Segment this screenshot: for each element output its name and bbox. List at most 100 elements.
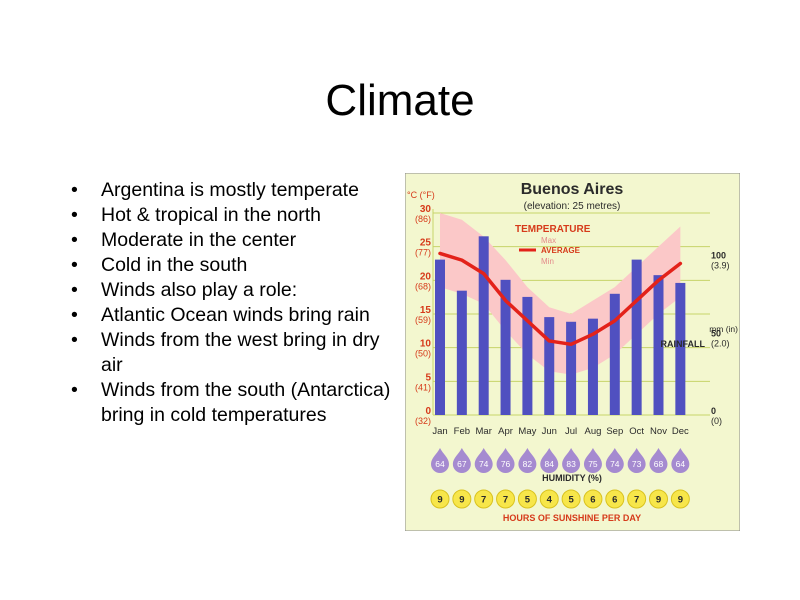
humidity-value: 82 [523,459,533,469]
rainfall-tick-inches: (3.9) [711,261,730,271]
rainfall-axis-ticks: 100(3.9) 50(2.0) 0(0) [711,251,730,426]
bullet-item: Moderate in the center [68,228,398,253]
humidity-value: 64 [435,459,445,469]
chart-subtitle: (elevation: 25 metres) [524,201,621,212]
humidity-label: HUMIDITY (%) [542,473,602,483]
temperature-tick-fahrenheit: (86) [415,214,431,224]
temperature-axis-ticks: 30(86) 25(77) 20(68) 15(59) 10(50) 5(41) 0(32) [415,204,431,426]
sunshine-value: 9 [437,495,442,506]
climate-chart: Buenos Aires (elevation: 25 metres) °C (… [405,173,740,531]
bullet-item: Winds also play a role: [68,278,398,303]
rainfall-bar [456,290,467,415]
temperature-range-band [440,213,681,375]
rainfall-bar [653,275,664,415]
humidity-value: 67 [457,459,467,469]
slide-title: Climate [325,76,475,125]
temperature-axis-label: °C (°F) [407,190,435,200]
legend-max: Max [541,236,556,245]
bullet-item: Atlantic Ocean winds bring rain [68,303,398,328]
temperature-tick-fahrenheit: (41) [415,382,431,392]
bullet-item: Argentina is mostly temperate [68,178,398,203]
temperature-tick-celsius: 5 [425,372,431,383]
temperature-tick-fahrenheit: (32) [415,416,431,426]
humidity-drop-icon [649,448,668,473]
rainfall-label: RAINFALL [661,339,706,349]
sun-icon [605,489,625,509]
humidity-drop-icon [562,448,581,473]
humidity-value: 64 [676,459,686,469]
month-label: Apr [498,426,513,437]
rainfall-bar [478,236,489,415]
sunshine-value: 5 [568,495,574,506]
sun-icon [474,489,494,509]
humidity-value: 73 [632,459,642,469]
month-label: Mar [476,426,492,437]
humidity-drop-icon [431,448,449,473]
temperature-legend-title: TEMPERATURE [515,224,591,235]
sunshine-value: 5 [525,495,531,506]
rainfall-bars [435,236,686,415]
month-labels: Jan Feb Mar Apr May Jun Jul Aug Sep Oct Nov Dec [432,426,689,437]
sun-icon [430,489,450,509]
sunshine-value: 7 [481,495,486,506]
rainfall-bar [500,279,511,415]
sunshine-value: 9 [656,495,661,506]
temperature-tick-fahrenheit: (59) [415,315,431,325]
bullet-item: Winds from the south (Antarctica) bring … [68,378,398,428]
humidity-drop-icon [605,448,624,473]
sunshine-value: 9 [459,495,464,506]
month-label: Oct [629,426,644,437]
rainfall-tick-mm: 0 [711,406,716,416]
rainfall-axis-label: mm (in) [709,324,738,334]
humidity-drop-icon [583,448,602,473]
month-label: Aug [584,426,601,437]
bullet-item: Winds from the west bring in dry air [68,328,398,378]
sunshine-value: 6 [590,495,595,506]
sun-icon [561,489,581,509]
rainfall-bar [566,321,577,415]
humidity-value: 74 [479,459,489,469]
humidity-value: 74 [610,459,620,469]
sun-icon [627,489,647,509]
bullet-item: Hot & tropical in the north [68,203,398,228]
humidity-value: 75 [588,459,598,469]
humidity-value: 84 [545,459,555,469]
rainfall-bar [587,318,598,415]
bullet-list: Argentina is mostly temperate Hot & trop… [68,178,398,428]
sunshine-value: 7 [634,495,639,506]
month-label: Jul [565,426,577,437]
average-temperature-line [438,251,683,347]
sun-icon [583,489,603,509]
rainfall-tick-inches: (2.0) [711,338,730,348]
rainfall-bar [609,293,620,415]
legend-average: AVERAGE [541,246,581,255]
month-label: Feb [454,426,470,437]
temperature-tick-celsius: 25 [420,238,432,249]
month-label: Nov [650,426,667,437]
bullet-item: Cold in the south [68,253,398,278]
month-label: May [518,426,536,437]
rainfall-bar [544,317,555,415]
temperature-tick-celsius: 20 [420,271,432,282]
rainfall-bar [631,259,642,415]
sun-icon [496,489,516,509]
sun-icon [517,489,537,509]
rainfall-tick-mm: 50 [711,328,721,338]
humidity-drop-icon [452,448,471,473]
month-label: Sep [606,426,623,437]
sunshine-value: 7 [503,495,508,506]
rainfall-tick-inches: (0) [711,416,722,426]
temperature-tick-celsius: 15 [420,305,432,316]
humidity-value: 68 [654,459,664,469]
humidity-drop-icon [474,448,493,474]
chart-title: Buenos Aires [521,181,624,198]
humidity-row: 64 67 74 76 82 84 83 75 74 73 68 64 [431,448,690,474]
sunshine-value: 6 [612,495,617,506]
month-label: Dec [672,426,689,437]
humidity-drop-icon [671,448,690,473]
temperature-tick-celsius: 30 [420,204,432,215]
rainfall-tick-mm: 100 [711,251,726,261]
sunshine-label: HOURS OF SUNSHINE PER DAY [503,513,641,523]
humidity-drop-icon [518,448,537,474]
humidity-drop-icon [627,448,646,473]
